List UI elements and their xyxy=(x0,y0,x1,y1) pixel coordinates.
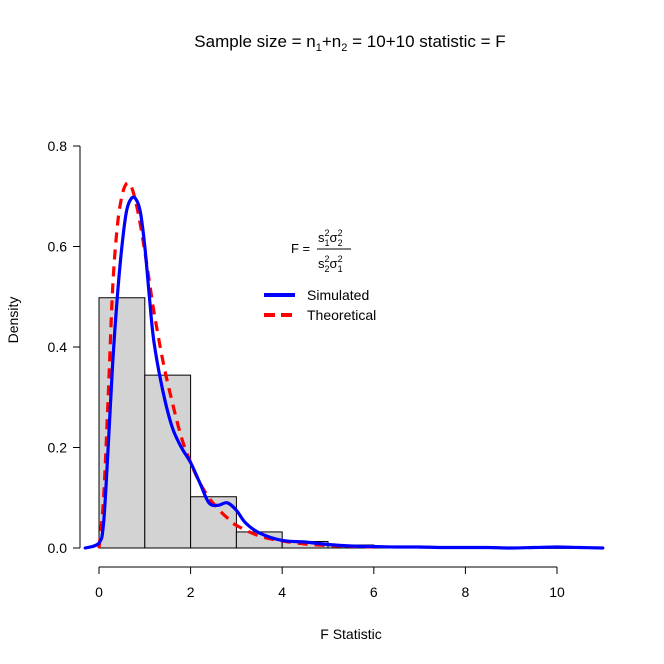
x-tick-label-0: 0 xyxy=(95,584,103,600)
formula-denominator: s2 2σ2 1 xyxy=(318,254,343,274)
y-tick-label-3: 0.6 xyxy=(48,239,68,255)
y-tick-label-0: 0.0 xyxy=(48,540,68,556)
formula-annotation: F = s2 1σ2 2 s2 2σ2 1 xyxy=(291,228,351,274)
formula-numerator: s2 1σ2 2 xyxy=(318,228,343,248)
histogram-bars xyxy=(98,297,604,549)
histogram-bar-1 xyxy=(144,374,192,549)
x-tick-label-3: 6 xyxy=(370,584,378,600)
density-curves xyxy=(83,181,605,550)
y-tick-label-4: 0.8 xyxy=(48,138,68,154)
x-tick-label-2: 4 xyxy=(278,584,286,600)
y-tick-label-1: 0.2 xyxy=(48,440,68,456)
x-axis-title: F Statistic xyxy=(320,626,381,642)
y-axis-title: Density xyxy=(5,297,21,344)
legend: Simulated Theoretical xyxy=(264,287,376,323)
x-axis: 0 2 4 6 8 10 xyxy=(95,566,565,600)
series-line-theoretical xyxy=(97,181,374,549)
series-line-simulated xyxy=(83,195,605,550)
x-tick-label-1: 2 xyxy=(187,584,195,600)
x-tick-label-4: 8 xyxy=(462,584,470,600)
y-tick-label-2: 0.4 xyxy=(48,339,68,355)
legend-label-simulated: Simulated xyxy=(307,287,369,303)
x-tick-label-5: 10 xyxy=(549,584,565,600)
y-axis: 0.0 0.2 0.4 0.6 0.8 xyxy=(48,138,81,556)
formula-lhs: F = xyxy=(291,241,310,256)
legend-label-theoretical: Theoretical xyxy=(307,307,376,323)
chart-title: Sample size = n1+n2 = 10+10 statistic = … xyxy=(194,32,505,54)
